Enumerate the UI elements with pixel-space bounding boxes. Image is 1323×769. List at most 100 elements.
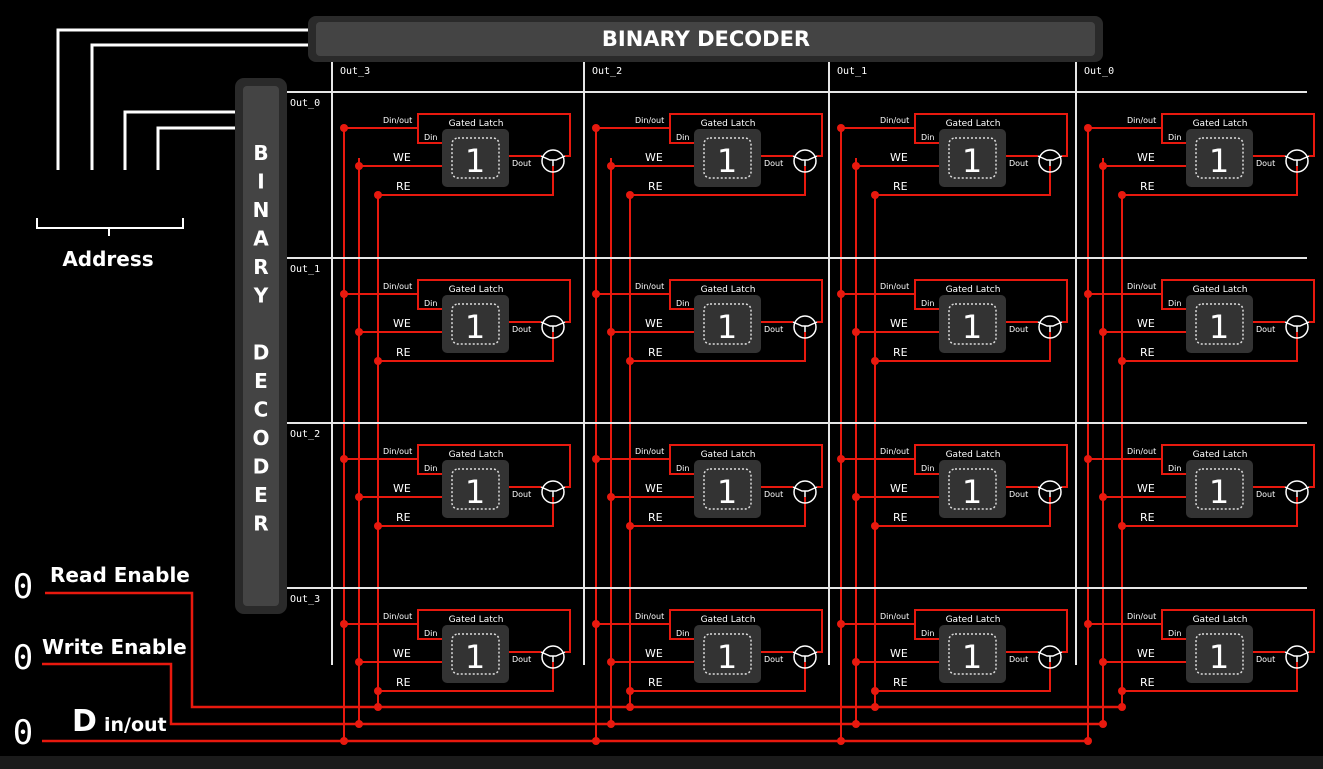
din-label: Din (921, 133, 934, 142)
transistor-icon (793, 480, 817, 504)
din-out-label: Din/out (383, 116, 412, 125)
latch-value: 1 (717, 142, 737, 180)
din-junction (837, 290, 845, 298)
dout-label: Dout (764, 325, 783, 334)
transistor-icon (1038, 315, 1062, 339)
memory-cell: 1 Gated Latch Din/out Din WE RE Dout (340, 444, 571, 530)
din-junction (1084, 290, 1092, 298)
re-wire (875, 166, 1051, 196)
we-label: WE (890, 317, 908, 330)
re-label: RE (648, 180, 663, 193)
side-decoder-letter: C (254, 398, 269, 422)
transistor-symbol (1284, 651, 1310, 662)
din-label: Din (1168, 464, 1181, 473)
din-label: Din (424, 299, 437, 308)
dout-label: Dout (764, 655, 783, 664)
we-junction (607, 328, 615, 336)
din-out-wire (841, 113, 1068, 157)
latch-title: Gated Latch (946, 285, 1001, 295)
latch-display (703, 468, 752, 510)
dout-label: Dout (1256, 655, 1275, 664)
transistor-icon (793, 315, 817, 339)
re-junction (1118, 191, 1126, 199)
we-junction (1099, 328, 1107, 336)
re-label: RE (396, 180, 411, 193)
din-out-value: 0 (13, 713, 33, 753)
din-wire (1161, 624, 1186, 640)
latch-value: 1 (717, 473, 737, 511)
dout-label: Dout (512, 655, 531, 664)
din-out-wire (344, 444, 571, 488)
din-out-label: Din/out (635, 447, 664, 456)
side-decoder-letter: O (252, 426, 269, 450)
transistor-symbol (540, 486, 566, 497)
re-label: RE (396, 346, 411, 359)
din-out-label: D (72, 704, 97, 739)
we-junction (852, 328, 860, 336)
side-decoder-letter: E (254, 369, 268, 393)
we-label: WE (645, 482, 663, 495)
re-wire (378, 662, 554, 692)
read-enable-wire (45, 591, 1124, 709)
column-output-label: Out_1 (837, 66, 867, 77)
latch-display (1195, 468, 1244, 510)
re-wire (875, 662, 1051, 692)
din-out-wire (841, 609, 1068, 653)
we-junction (607, 658, 615, 666)
address-label: Address (62, 247, 153, 271)
latch-value: 1 (962, 308, 982, 346)
din-out-wire (344, 113, 571, 157)
re-label: RE (648, 511, 663, 524)
din-junction (592, 620, 600, 628)
latch-title: Gated Latch (449, 119, 504, 129)
latch-display (451, 468, 500, 510)
din-wire (417, 294, 442, 310)
re-wire (630, 332, 806, 362)
we-label: WE (1137, 647, 1155, 660)
re-label: RE (1140, 346, 1155, 359)
din-junction (837, 620, 845, 628)
gated-latch-box (939, 460, 1006, 518)
transistor-icon (1285, 315, 1309, 339)
memory-cell: 1 Gated Latch Din/out Din WE RE Dout (340, 279, 571, 365)
top-decoder-label: BINARY DECODER (602, 27, 810, 51)
read-enable-label: Read Enable (50, 563, 190, 587)
din-out-label: Din/out (880, 282, 909, 291)
re-junction (374, 191, 382, 199)
we-label: WE (1137, 151, 1155, 164)
transistor-symbol (1284, 486, 1310, 497)
din-junction (1084, 124, 1092, 132)
latch-title: Gated Latch (701, 615, 756, 625)
dout-label: Dout (1256, 325, 1275, 334)
din-label: Din (1168, 299, 1181, 308)
re-wire (1122, 662, 1298, 692)
latch-value: 1 (717, 638, 737, 676)
transistor-symbol (1037, 486, 1063, 497)
din-junction (340, 620, 348, 628)
column-output-label: Out_0 (1084, 66, 1114, 77)
transistor-icon (541, 315, 565, 339)
din-wire (914, 294, 939, 310)
din-label: Din (676, 629, 689, 638)
transistor-icon (541, 645, 565, 669)
din-out-wire (596, 279, 823, 323)
din-junction (1084, 620, 1092, 628)
transistor-symbol (1284, 155, 1310, 166)
transistor-icon (1285, 149, 1309, 173)
din-label: Din (1168, 629, 1181, 638)
side-decoder-letter: D (253, 455, 270, 479)
latch-title: Gated Latch (701, 450, 756, 460)
din-out-subscript: in/out (104, 714, 167, 736)
latch-value: 1 (465, 473, 485, 511)
gated-latch-box (694, 460, 761, 518)
gated-latch-box (1186, 295, 1253, 353)
re-wire (875, 497, 1051, 527)
latch-title: Gated Latch (1193, 450, 1248, 460)
top-binary-decoder: BINARY DECODER (308, 16, 1103, 62)
din-out-wire (1088, 113, 1315, 157)
latch-display (948, 633, 997, 675)
gated-latch-box (442, 625, 509, 683)
we-junction (852, 493, 860, 501)
memory-cell: 1 Gated Latch Din/out Din WE RE Dout (592, 609, 823, 695)
